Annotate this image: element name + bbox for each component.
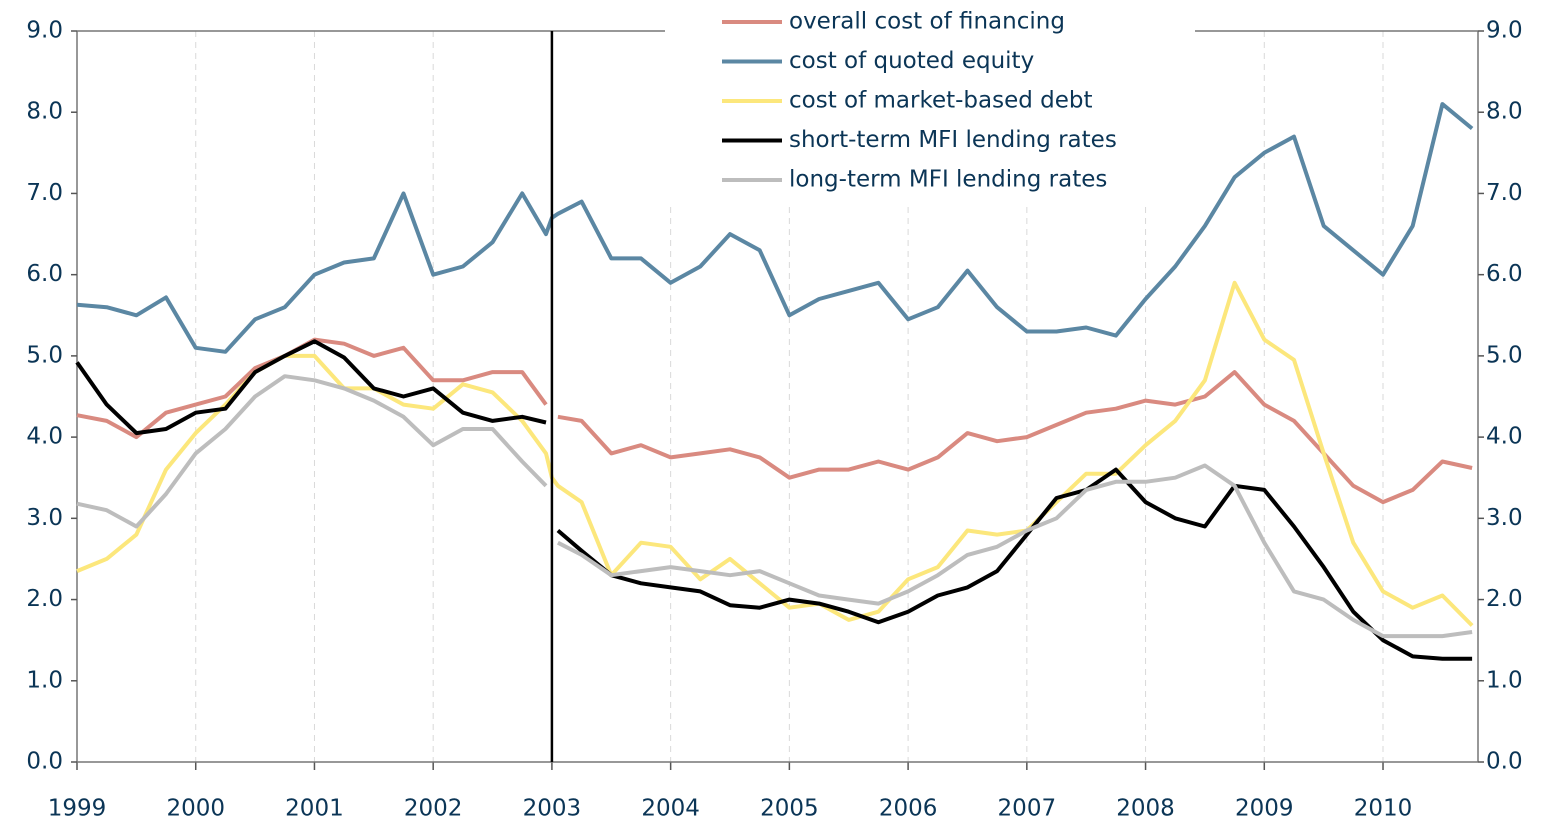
legend: overall cost of financing cost of quoted … xyxy=(665,2,1195,202)
x-tick-label: 2007 xyxy=(998,796,1057,822)
x-tick-label: 2002 xyxy=(404,796,463,822)
y-tick-label: 1.0 xyxy=(26,667,63,693)
y2-tick-label: 2.0 xyxy=(1486,586,1523,612)
x-tick-label: 2008 xyxy=(1116,796,1175,822)
x-tick-label: 2005 xyxy=(760,796,819,822)
y2-tick-label: 1.0 xyxy=(1486,667,1523,693)
series-line xyxy=(76,337,1473,505)
x-tick-label: 2009 xyxy=(1235,796,1294,822)
legend-label: cost of quoted equity xyxy=(789,48,1034,74)
x-tick-label: 2001 xyxy=(285,796,344,822)
legend-label: overall cost of financing xyxy=(789,9,1065,35)
y-tick-label: 5.0 xyxy=(26,342,63,368)
legend-label: long-term MFI lending rates xyxy=(789,167,1107,193)
y-tick-label: 0.0 xyxy=(26,749,63,775)
y2-tick-label: 9.0 xyxy=(1486,18,1523,44)
y-tick-label: 6.0 xyxy=(26,261,63,287)
y2-tick-label: 5.0 xyxy=(1486,342,1523,368)
x-tick-label: 2010 xyxy=(1354,796,1413,822)
y2-tick-label: 7.0 xyxy=(1486,180,1523,206)
y-tick-label: 4.0 xyxy=(26,424,63,450)
y-tick-label: 3.0 xyxy=(26,505,63,531)
y-tick-label: 8.0 xyxy=(26,99,63,125)
series-line xyxy=(75,339,1473,661)
x-tick-label: 2003 xyxy=(523,796,582,822)
series-line xyxy=(76,374,1473,639)
y-tick-label: 9.0 xyxy=(26,18,63,44)
series-line xyxy=(76,280,1474,627)
y-tick-label: 2.0 xyxy=(26,586,63,612)
x-tick-label: 1999 xyxy=(48,796,107,822)
y2-tick-label: 8.0 xyxy=(1486,99,1523,125)
legend-label: short-term MFI lending rates xyxy=(789,127,1117,153)
y2-tick-label: 0.0 xyxy=(1486,749,1523,775)
y2-tick-label: 3.0 xyxy=(1486,505,1523,531)
x-tick-label: 2006 xyxy=(879,796,938,822)
legend-label: cost of market-based debt xyxy=(789,88,1093,114)
x-tick-label: 2000 xyxy=(166,796,225,822)
series-line xyxy=(76,102,1474,354)
y-tick-label: 7.0 xyxy=(26,180,63,206)
y2-tick-label: 4.0 xyxy=(1486,424,1523,450)
x-tick-label: 2004 xyxy=(641,796,700,822)
y2-tick-label: 6.0 xyxy=(1486,261,1523,287)
